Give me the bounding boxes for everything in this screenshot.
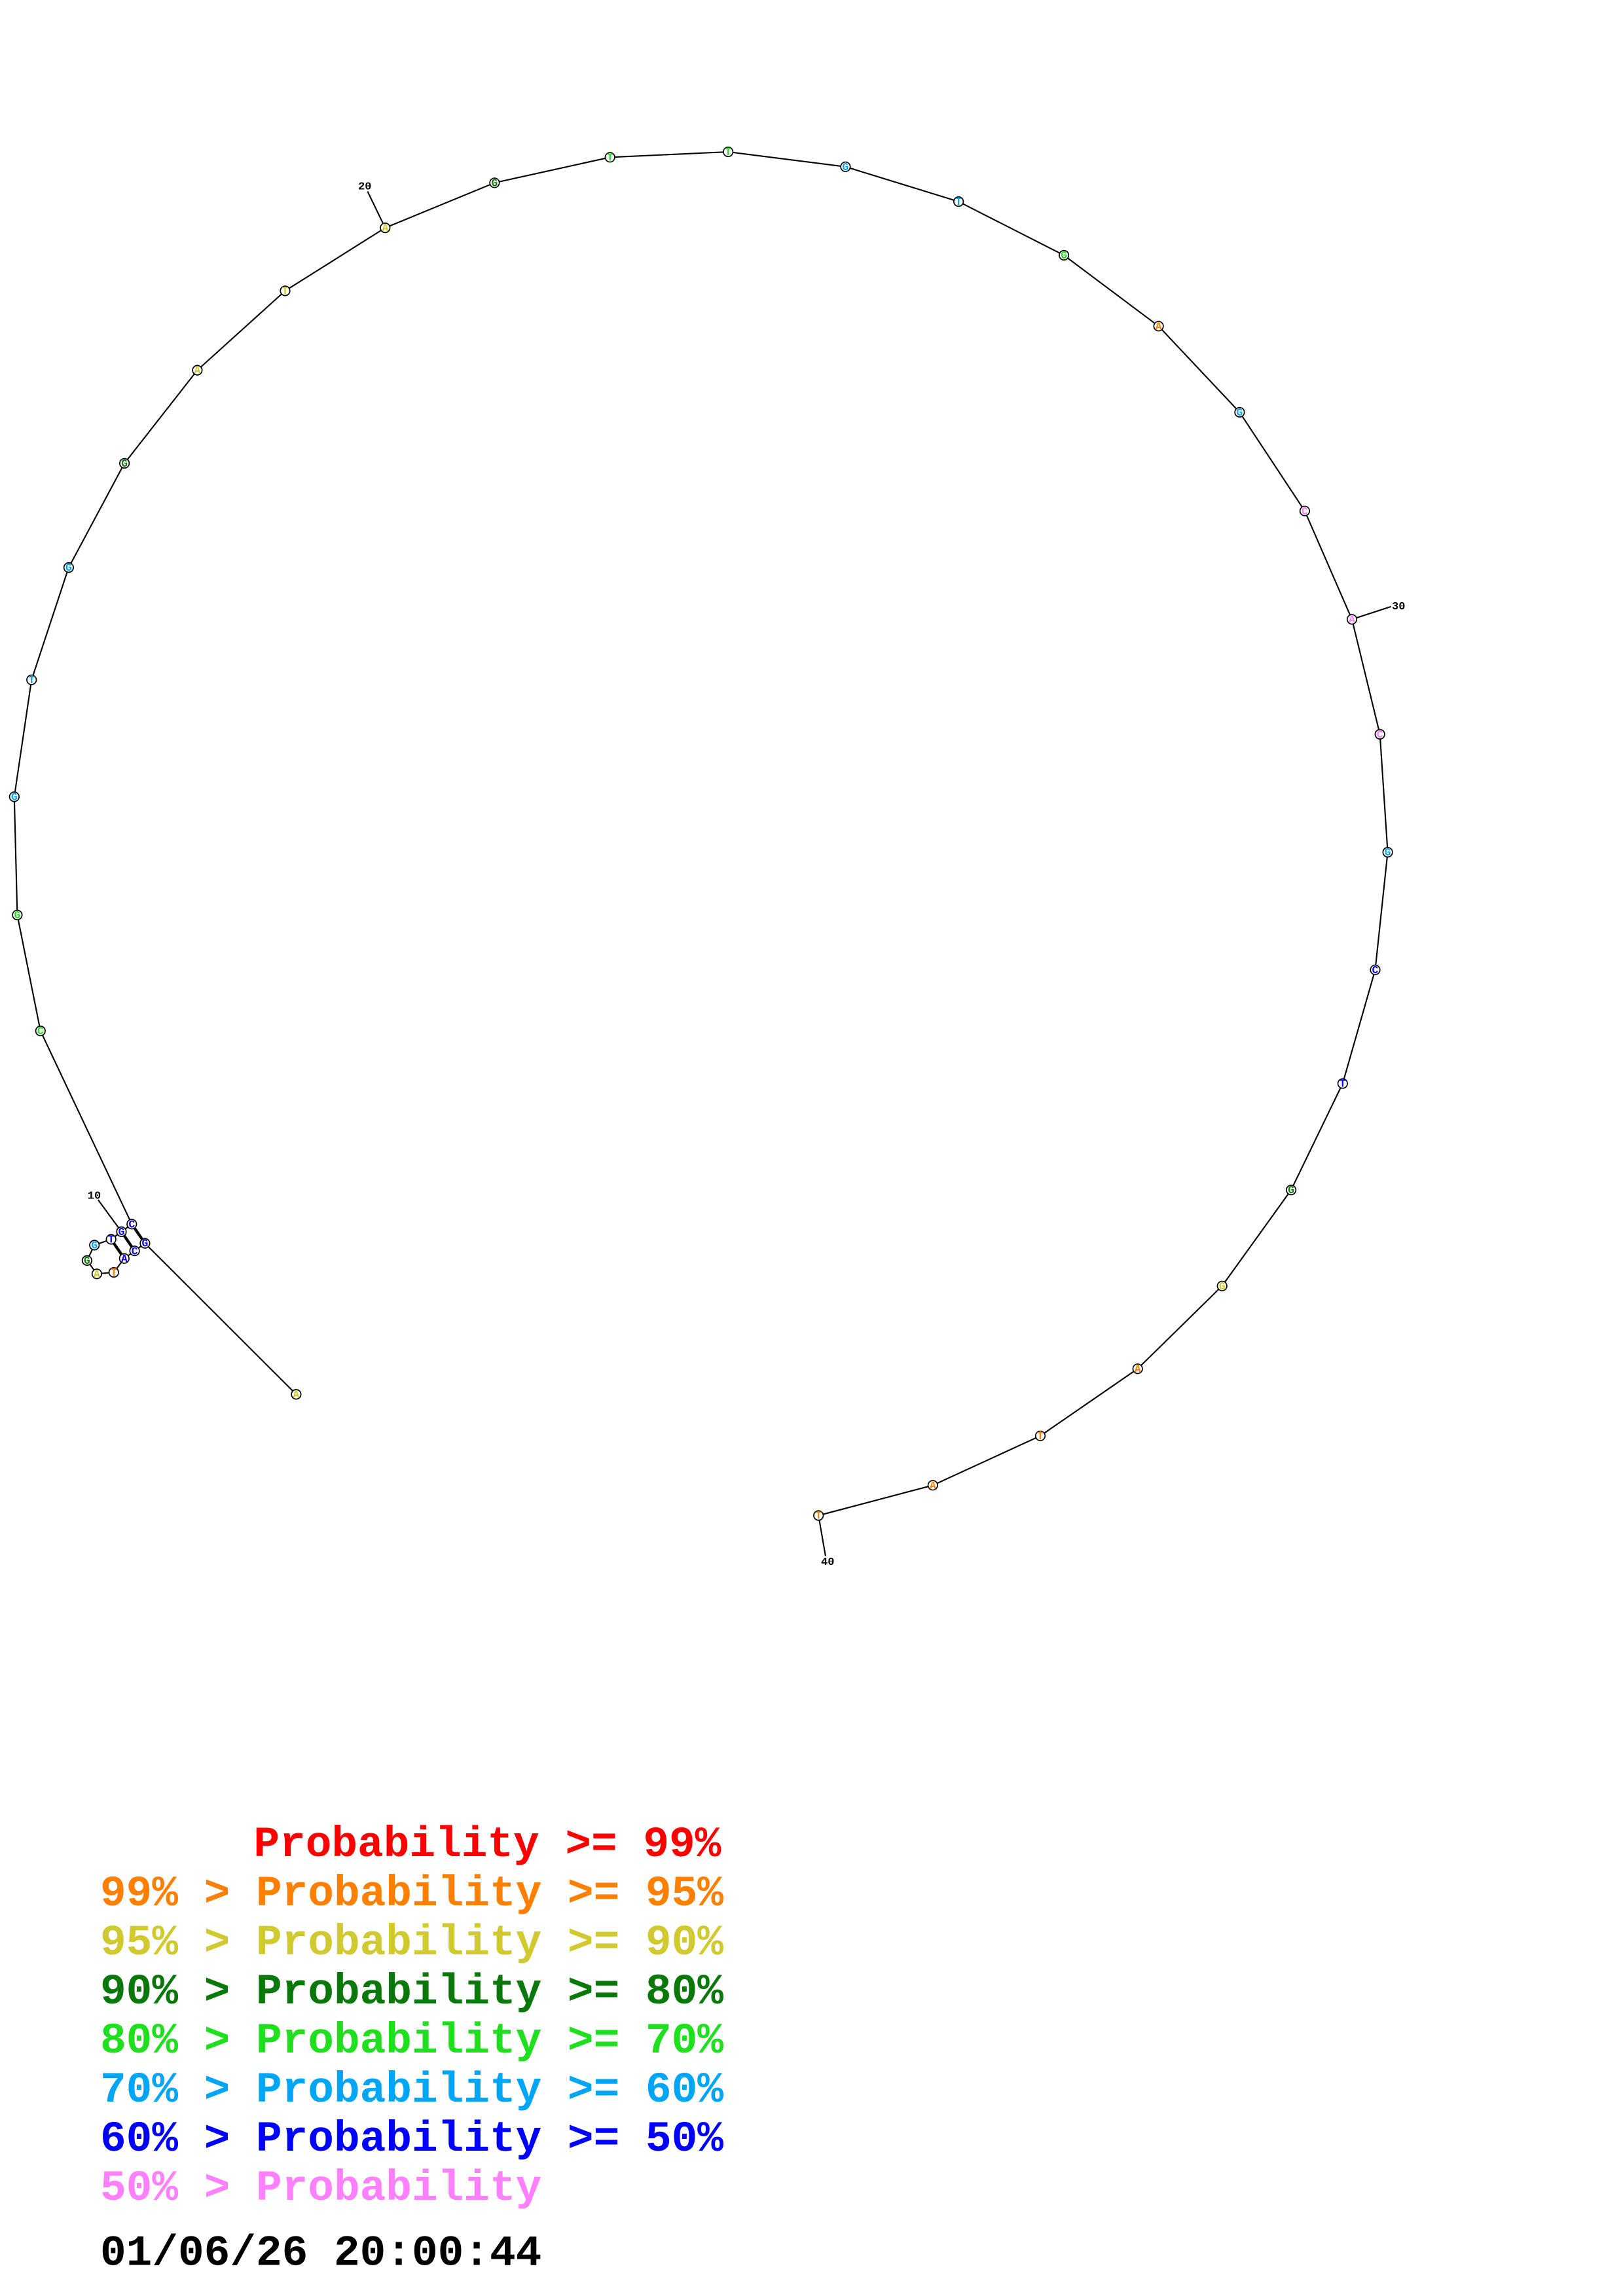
svg-text:A: A	[94, 1268, 100, 1280]
svg-text:T: T	[108, 1234, 115, 1246]
svg-text:T: T	[955, 196, 962, 208]
svg-text:A: A	[121, 1253, 128, 1265]
svg-text:A: A	[1349, 614, 1355, 626]
svg-text:A: A	[930, 1480, 936, 1492]
svg-text:G: G	[843, 162, 849, 173]
svg-text:30: 30	[1392, 601, 1405, 613]
svg-text:50% > Probability: 50% > Probability	[100, 2164, 541, 2213]
svg-text:C: C	[1372, 965, 1379, 977]
svg-text:T: T	[111, 1267, 117, 1279]
svg-text:40: 40	[821, 1556, 834, 1569]
svg-text:G: G	[91, 1240, 98, 1252]
svg-text:G: G	[1385, 847, 1391, 859]
svg-text:T: T	[282, 286, 289, 298]
svg-text:99% > Probability >= 95%: 99% > Probability >= 95%	[100, 1869, 723, 1918]
svg-text:T: T	[28, 675, 35, 687]
svg-text:80% > Probability >= 70%: 80% > Probability >= 70%	[100, 2017, 723, 2066]
svg-text:90% > Probability >= 80%: 90% > Probability >= 80%	[100, 1967, 723, 2017]
svg-text:G: G	[11, 792, 18, 804]
svg-text:G: G	[121, 458, 128, 470]
svg-text:A: A	[382, 223, 388, 234]
svg-text:G: G	[119, 1227, 125, 1238]
svg-text:T: T	[1340, 1079, 1346, 1090]
svg-text:G: G	[1219, 1281, 1226, 1293]
svg-text:T: T	[1037, 1431, 1044, 1443]
svg-text:G: G	[1061, 250, 1067, 262]
svg-text:G: G	[492, 177, 498, 189]
svg-text:G: G	[84, 1255, 90, 1267]
svg-text:C: C	[1302, 506, 1308, 518]
svg-text:20: 20	[358, 181, 371, 193]
svg-text:10: 10	[88, 1191, 101, 1203]
svg-text:G: G	[1237, 407, 1243, 419]
svg-text:70% > Probability >= 60%: 70% > Probability >= 60%	[100, 2066, 723, 2115]
svg-text:A: A	[1135, 1363, 1141, 1375]
svg-text:A: A	[1156, 321, 1162, 332]
svg-text:A: A	[194, 365, 201, 377]
svg-text:01/06/26 20:00:44: 01/06/26 20:00:44	[100, 2229, 541, 2278]
svg-text:G: G	[14, 910, 21, 922]
svg-text:T: T	[725, 147, 731, 158]
svg-text:G: G	[1288, 1185, 1294, 1196]
svg-text:60% > Probability >= 50%: 60% > Probability >= 50%	[100, 2115, 723, 2164]
svg-text:Probability >= 99%: Probability >= 99%	[253, 1820, 721, 1869]
svg-text:C: C	[132, 1246, 138, 1257]
svg-text:T: T	[815, 1511, 822, 1522]
svg-text:C: C	[1377, 729, 1383, 741]
svg-text:G: G	[142, 1238, 149, 1250]
svg-text:C: C	[37, 1026, 44, 1037]
svg-text:G: G	[65, 562, 72, 574]
svg-text:T: T	[607, 152, 613, 164]
svg-text:95% > Probability >= 90%: 95% > Probability >= 90%	[100, 1918, 723, 1967]
svg-text:C: C	[128, 1219, 135, 1230]
svg-text:A: A	[293, 1390, 300, 1401]
